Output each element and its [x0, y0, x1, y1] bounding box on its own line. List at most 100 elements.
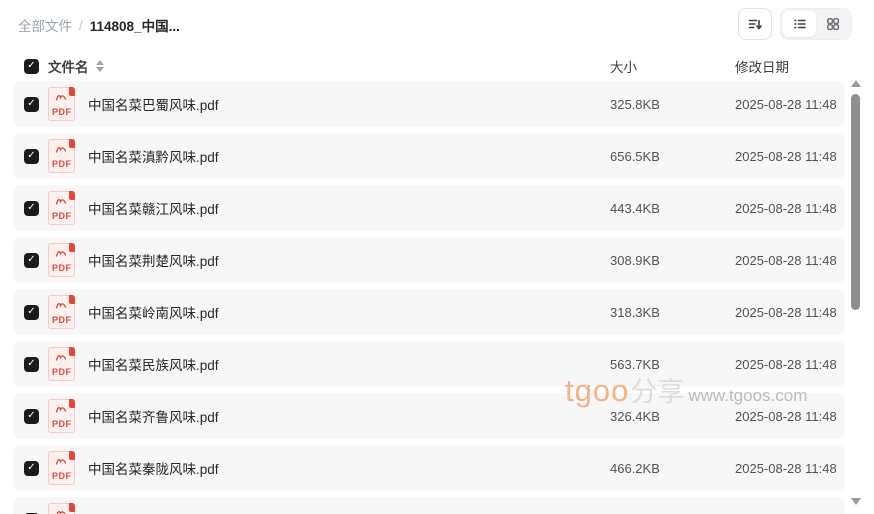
check-icon: ✓ — [27, 462, 36, 473]
check-icon: ✓ — [27, 410, 36, 421]
sort-descending-icon — [748, 19, 762, 30]
file-modified: 2025-08-28 11:48 — [735, 356, 837, 372]
row-checkbox[interactable]: ✓ — [24, 252, 39, 268]
sort-down-triangle — [95, 67, 104, 72]
pdf-fold-corner — [69, 295, 75, 304]
file-row[interactable]: ✓ PDF 中国名菜齐鲁风味.pdf 326.4KB 2025-08-28 11… — [13, 393, 845, 439]
pdf-badge: PDF — [52, 419, 72, 429]
list-view-icon — [793, 19, 806, 29]
row-checkbox[interactable]: ✓ — [24, 200, 39, 216]
pdf-fold-corner — [69, 503, 75, 512]
scroll-down-arrow-icon[interactable] — [851, 498, 861, 505]
list-view-toggle[interactable] — [783, 11, 816, 37]
grid-view-toggle[interactable] — [816, 11, 849, 37]
pdf-badge: PDF — [52, 367, 72, 377]
pdf-file-icon: PDF — [48, 191, 75, 225]
pdf-badge: PDF — [52, 315, 72, 325]
pdf-badge: PDF — [52, 211, 72, 221]
pdf-swirl-icon — [55, 355, 67, 361]
pdf-badge: PDF — [52, 159, 72, 169]
file-size: 563.7KB — [610, 356, 660, 372]
file-name: 中国名菜滇黔风味.pdf — [88, 150, 219, 165]
file-row-partial[interactable]: ✓ PDF — [13, 497, 845, 514]
pdf-fold-corner — [69, 451, 75, 460]
pdf-file-icon: PDF — [48, 347, 75, 381]
column-header-modified[interactable]: 修改日期 — [735, 60, 789, 75]
file-modified: 2025-08-28 11:48 — [735, 408, 837, 424]
pdf-file-icon: PDF — [48, 87, 75, 121]
pdf-file-icon: PDF — [48, 243, 75, 277]
file-size: 326.4KB — [610, 408, 660, 424]
file-name: 中国名菜巴蜀风味.pdf — [88, 98, 219, 113]
grid-view-icon — [826, 18, 839, 31]
file-modified: 2025-08-28 11:48 — [735, 304, 837, 320]
file-name: 中国名菜岭南风味.pdf — [88, 306, 219, 321]
file-modified: 2025-08-28 11:48 — [735, 460, 837, 476]
scrollbar — [848, 76, 862, 514]
pdf-swirl-icon — [55, 147, 67, 153]
file-row[interactable]: ✓ PDF 中国名菜民族风味.pdf 563.7KB 2025-08-28 11… — [13, 341, 845, 387]
file-row[interactable]: ✓ PDF 中国名菜滇黔风味.pdf 656.5KB 2025-08-28 11… — [13, 133, 845, 179]
breadcrumb-root[interactable]: 全部文件 — [18, 19, 72, 34]
breadcrumb-separator: / — [79, 17, 83, 33]
file-size: 656.5KB — [610, 148, 660, 164]
table-header: ✓ 文件名 大小 修改日期 — [13, 55, 845, 77]
pdf-swirl-icon — [55, 407, 67, 413]
row-checkbox[interactable]: ✓ — [24, 408, 39, 424]
scroll-up-arrow-icon[interactable] — [851, 80, 861, 87]
row-checkbox[interactable]: ✓ — [24, 356, 39, 372]
pdf-fold-corner — [69, 399, 75, 408]
pdf-swirl-icon — [55, 303, 67, 309]
pdf-fold-corner — [69, 191, 75, 200]
file-row[interactable]: ✓ PDF 中国名菜岭南风味.pdf 318.3KB 2025-08-28 11… — [13, 289, 845, 335]
row-checkbox[interactable]: ✓ — [24, 512, 39, 514]
check-icon: ✓ — [27, 98, 36, 109]
file-name: 中国名菜秦陇风味.pdf — [88, 462, 219, 477]
pdf-swirl-icon — [55, 199, 67, 205]
file-size: 325.8KB — [610, 96, 660, 112]
file-name: 中国名菜赣江风味.pdf — [88, 202, 219, 217]
file-modified: 2025-08-28 11:48 — [735, 96, 837, 112]
file-list: ✓ PDF 中国名菜巴蜀风味.pdf 325.8KB 2025-08-28 11… — [13, 81, 845, 514]
row-checkbox[interactable]: ✓ — [24, 96, 39, 112]
check-icon: ✓ — [27, 306, 36, 317]
file-modified: 2025-08-28 11:48 — [735, 252, 837, 268]
select-all-checkbox[interactable]: ✓ — [24, 58, 39, 74]
file-row[interactable]: ✓ PDF 中国名菜秦陇风味.pdf 466.2KB 2025-08-28 11… — [13, 445, 845, 491]
sort-order-button[interactable] — [738, 8, 772, 40]
row-checkbox[interactable]: ✓ — [24, 304, 39, 320]
pdf-file-icon: PDF — [48, 399, 75, 433]
column-header-size[interactable]: 大小 — [610, 60, 637, 75]
check-icon: ✓ — [27, 254, 36, 265]
file-modified: 2025-08-28 11:48 — [735, 200, 837, 216]
pdf-swirl-icon — [55, 251, 67, 257]
breadcrumb-current-folder: 114808_中国... — [89, 19, 180, 34]
pdf-swirl-icon — [55, 95, 67, 101]
file-name: 中国名菜齐鲁风味.pdf — [88, 410, 219, 425]
file-size: 308.9KB — [610, 252, 660, 268]
pdf-fold-corner — [69, 139, 75, 148]
column-header-filename[interactable]: 文件名 — [48, 60, 89, 75]
file-name: 中国名菜荆楚风味.pdf — [88, 254, 219, 269]
pdf-fold-corner — [69, 347, 75, 356]
sort-up-triangle — [95, 60, 104, 65]
check-icon: ✓ — [27, 358, 36, 369]
scrollbar-thumb[interactable] — [851, 94, 860, 310]
file-row[interactable]: ✓ PDF 中国名菜赣江风味.pdf 443.4KB 2025-08-28 11… — [13, 185, 845, 231]
file-row[interactable]: ✓ PDF 中国名菜荆楚风味.pdf 308.9KB 2025-08-28 11… — [13, 237, 845, 283]
filename-sort-arrows-icon[interactable] — [95, 60, 104, 72]
row-checkbox[interactable]: ✓ — [24, 148, 39, 164]
file-row[interactable]: ✓ PDF 中国名菜巴蜀风味.pdf 325.8KB 2025-08-28 11… — [13, 81, 845, 127]
file-size: 443.4KB — [610, 200, 660, 216]
row-checkbox[interactable]: ✓ — [24, 460, 39, 476]
pdf-file-icon: PDF — [48, 295, 75, 329]
pdf-file-icon: PDF — [48, 451, 75, 485]
pdf-fold-corner — [69, 243, 75, 252]
check-icon: ✓ — [27, 60, 36, 71]
pdf-swirl-icon — [55, 459, 67, 465]
pdf-file-icon: PDF — [48, 139, 75, 173]
breadcrumb: 全部文件 / 114808_中国... — [18, 15, 180, 35]
check-icon: ✓ — [27, 150, 36, 161]
pdf-swirl-icon — [56, 511, 66, 514]
